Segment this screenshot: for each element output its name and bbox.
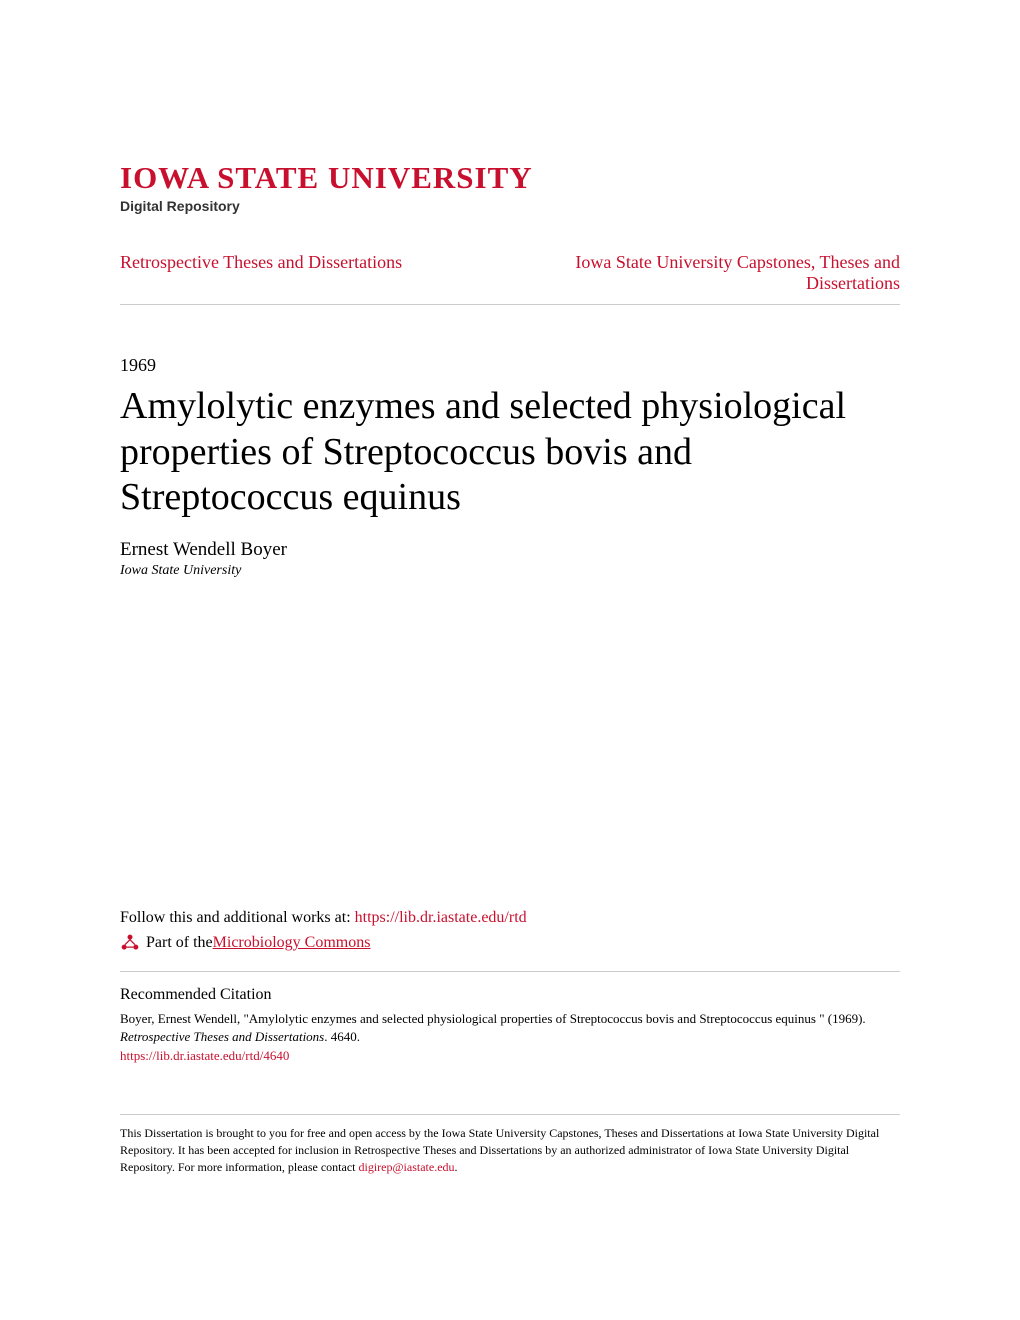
citation-italic: Retrospective Theses and Dissertations [120, 1029, 324, 1044]
part-of-prefix: Part of the [146, 934, 213, 952]
nav-right-link[interactable]: Iowa State University Capstones, Theses … [520, 252, 900, 294]
footer-part1: This Dissertation is brought to you for … [120, 1126, 879, 1174]
commons-link[interactable]: Microbiology Commons [213, 934, 371, 952]
follow-line: Follow this and additional works at: htt… [120, 909, 900, 927]
document-author: Ernest Wendell Boyer [120, 539, 900, 561]
divider-top [120, 304, 900, 305]
footer-section: This Dissertation is brought to you for … [120, 1114, 900, 1175]
document-institution: Iowa State University [120, 563, 900, 579]
footer-email-link[interactable]: digirep@iastate.edu [359, 1160, 455, 1174]
citation-heading: Recommended Citation [120, 986, 900, 1004]
repository-label: Digital Repository [120, 198, 900, 214]
citation-link[interactable]: https://lib.dr.iastate.edu/rtd/4640 [120, 1048, 900, 1064]
citation-part1: Boyer, Ernest Wendell, "Amylolytic enzym… [120, 1011, 866, 1026]
nav-row: Retrospective Theses and Dissertations I… [120, 252, 900, 294]
citation-text: Boyer, Ernest Wendell, "Amylolytic enzym… [120, 1010, 900, 1046]
follow-url-link[interactable]: https://lib.dr.iastate.edu/rtd [355, 909, 527, 926]
document-title: Amylolytic enzymes and selected physiolo… [120, 384, 900, 521]
citation-part2: . 4640. [324, 1029, 360, 1044]
nav-left-link[interactable]: Retrospective Theses and Dissertations [120, 252, 402, 273]
part-of-row: Part of the Microbiology Commons [120, 933, 900, 953]
network-icon [120, 933, 140, 953]
document-year: 1969 [120, 355, 900, 376]
footer-part2: . [455, 1160, 458, 1174]
footer-text: This Dissertation is brought to you for … [120, 1125, 900, 1175]
logo-section: Iowa State University Digital Repository [120, 160, 900, 214]
university-name: Iowa State University [120, 160, 900, 196]
follow-section: Follow this and additional works at: htt… [120, 909, 900, 953]
citation-section: Recommended Citation Boyer, Ernest Wende… [120, 971, 900, 1064]
follow-text: Follow this and additional works at: [120, 909, 355, 926]
